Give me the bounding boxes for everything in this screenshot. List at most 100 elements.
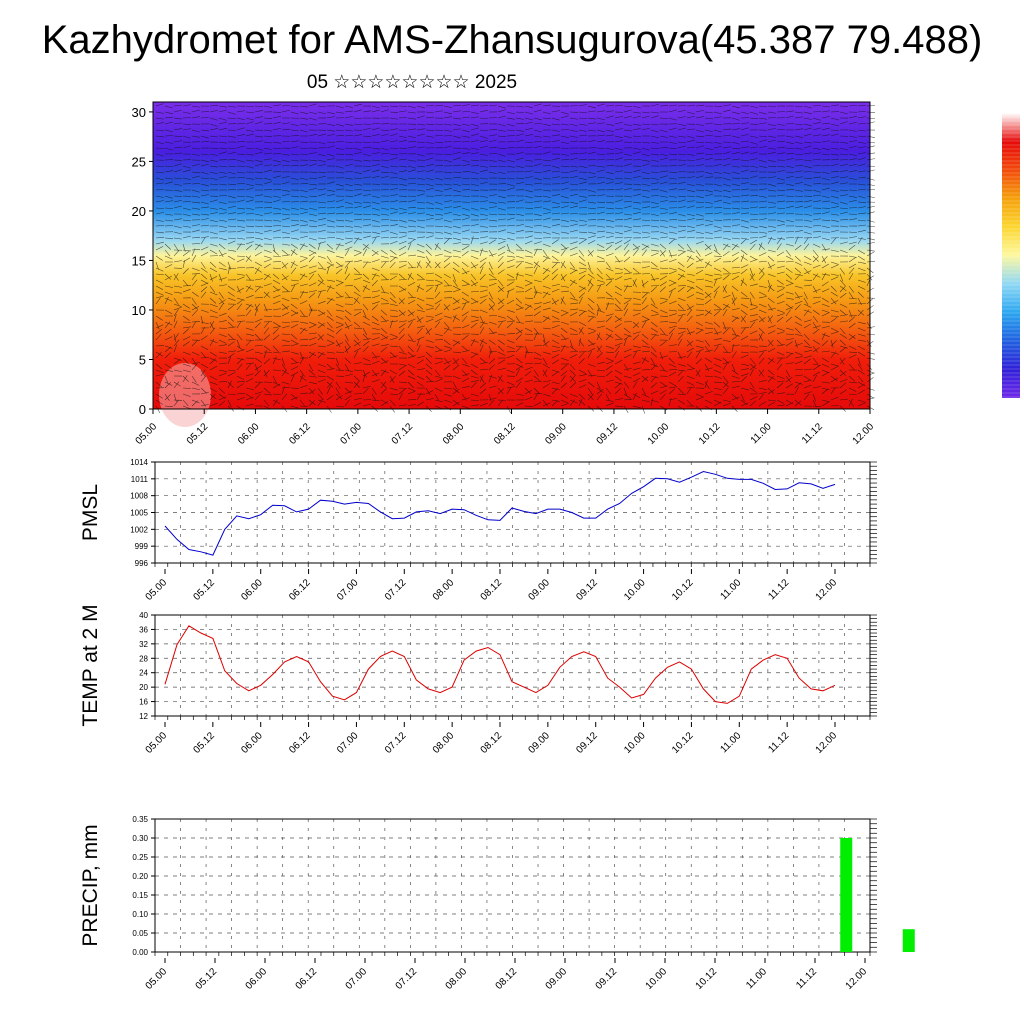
plot-background	[155, 462, 870, 563]
y-tick-label: 1005	[130, 509, 148, 518]
x-tick-label: 06.12	[294, 966, 320, 992]
y-tick-label: 1014	[130, 458, 148, 467]
x-tick-label: 07.00	[335, 730, 361, 756]
y-tick-label: 1008	[130, 492, 148, 501]
y-tick-label: 20	[139, 683, 148, 692]
y-tick-label: 0.30	[132, 834, 148, 843]
x-tick-label: 10.00	[644, 966, 670, 992]
x-tick-label: 11.00	[749, 421, 774, 446]
y-tick-label: 0.10	[132, 910, 148, 919]
y-tick-label: 28	[139, 654, 148, 663]
chart-subtitle: 05 ☆☆☆☆☆☆☆☆ 2025	[306, 72, 518, 93]
x-tick-label: 12.00	[851, 421, 877, 447]
x-tick-label: 10.00	[622, 577, 648, 603]
x-tick-label: 08.00	[441, 421, 467, 447]
plot-background	[155, 615, 870, 716]
plot-frame	[154, 614, 871, 717]
x-tick-label: 06.00	[244, 966, 270, 992]
x-tick-label: 07.00	[344, 966, 370, 992]
y-tick-label: 40	[139, 611, 148, 620]
pmsl-chart: 996 999 1002 1005 1008 1011 1014 05.00 05.12 06.0…	[79, 458, 877, 603]
x-tick-label: 10.12	[670, 730, 696, 756]
x-tick-label: 05.00	[134, 421, 160, 447]
x-tick-label: 11.12	[794, 966, 819, 991]
x-tick-label: 05.00	[144, 577, 170, 603]
precip-bar	[902, 929, 915, 952]
x-tick-label: 09.00	[527, 730, 553, 756]
y-tick-label: 0.25	[132, 853, 148, 862]
x-tick-label: 10.00	[646, 421, 672, 447]
y-tick-label: 15	[132, 253, 146, 268]
y-tick-label: 32	[139, 640, 148, 649]
x-tick-label: 08.12	[479, 730, 505, 756]
x-tick-label: 11.12	[800, 421, 825, 446]
x-tick-label: 05.00	[144, 966, 170, 992]
y-tick-label: 16	[139, 698, 148, 707]
x-tick-label: 07.00	[335, 577, 361, 603]
x-tick-label: 05.12	[192, 730, 218, 756]
x-tick-label: 11.12	[766, 730, 791, 755]
precipitation-chart: 0.00 0.05 0.10 0.15 0.20 0.25 0.30 0.35 05.00 05.…	[79, 815, 915, 992]
x-tick-label: 08.12	[494, 966, 520, 992]
y-axis-label: PRECIP, mm	[79, 824, 102, 946]
y-tick-label: 5	[139, 352, 146, 367]
x-tick-label: 11.12	[766, 577, 791, 602]
y-axis-label: PMSL	[79, 484, 102, 541]
y-tick-label: 996	[135, 559, 149, 568]
x-tick-label: 10.00	[622, 730, 648, 756]
series-line	[164, 625, 836, 704]
temperature-chart: 12 16 20 24 28 32 36 40 05.00 05.12 06.00 06.12 07.0…	[79, 604, 877, 756]
x-tick-label: 07.12	[383, 577, 409, 603]
x-tick-label: 06.12	[287, 577, 313, 603]
x-tick-label: 08.00	[431, 730, 457, 756]
x-tick-label: 09.12	[574, 577, 600, 603]
y-tick-label: 0	[139, 402, 146, 417]
y-tick-label: 1002	[130, 525, 148, 534]
y-tick-label: 0.35	[132, 815, 148, 824]
series-line	[164, 470, 836, 556]
x-tick-label: 08.12	[479, 577, 505, 603]
x-tick-label: 06.00	[239, 577, 265, 603]
chart-title: Kazhydromet for AMS-Zhansugurova(45.387 …	[41, 18, 983, 62]
heatmap-hotspot	[159, 363, 211, 427]
y-tick-label: 0.00	[132, 948, 148, 957]
x-tick-label: 05.00	[144, 730, 170, 756]
x-tick-label: 09.00	[543, 421, 569, 447]
y-tick-label: 0.05	[132, 929, 148, 938]
x-tick-label: 07.12	[394, 966, 420, 992]
x-tick-label: 12.00	[844, 966, 870, 992]
y-tick-label: 20	[132, 204, 146, 219]
y-tick-label: 1011	[131, 475, 149, 484]
y-tick-label: 0.15	[132, 891, 148, 900]
colorbar	[1002, 112, 1020, 398]
y-tick-label: 12	[139, 712, 148, 721]
x-tick-label: 05.12	[192, 577, 218, 603]
x-tick-label: 09.12	[574, 730, 600, 756]
y-tick-label: 25	[132, 154, 146, 169]
y-tick-label: 36	[139, 625, 148, 634]
x-tick-label: 06.00	[239, 730, 265, 756]
x-tick-label: 08.00	[444, 966, 470, 992]
x-tick-label: 07.12	[383, 730, 409, 756]
x-tick-label: 08.00	[431, 577, 457, 603]
y-tick-label: 999	[135, 542, 149, 551]
x-tick-label: 07.00	[339, 421, 365, 447]
x-tick-label: 11.00	[744, 966, 769, 991]
y-tick-label: 30	[132, 105, 146, 120]
x-tick-label: 09.12	[595, 421, 621, 447]
x-tick-label: 11.00	[718, 730, 743, 755]
heatmap-field	[153, 102, 870, 409]
y-axis-label: TEMP at 2 M	[79, 604, 102, 726]
x-tick-label: 12.00	[814, 730, 840, 756]
x-tick-label: 09.12	[594, 966, 620, 992]
x-tick-label: 12.00	[814, 577, 840, 603]
precip-bar	[840, 838, 853, 952]
y-tick-label: 10	[132, 303, 146, 318]
x-tick-label: 06.12	[287, 421, 313, 447]
y-tick-label: 24	[139, 669, 148, 678]
x-tick-label: 06.00	[236, 421, 262, 447]
y-tick-label: 0.20	[132, 872, 148, 881]
x-tick-label: 09.00	[527, 577, 553, 603]
